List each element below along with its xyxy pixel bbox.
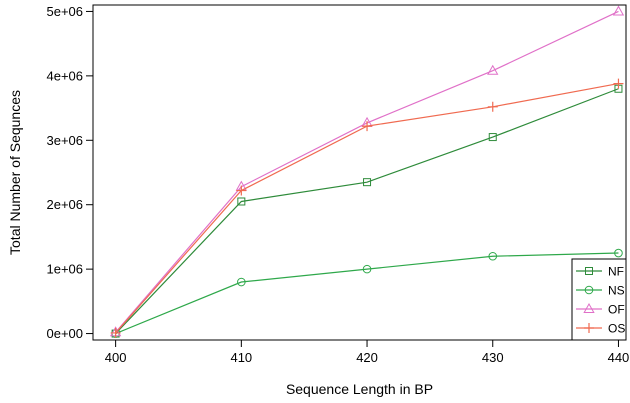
y-tick-label: 4e+06 <box>46 68 83 83</box>
series-os <box>110 78 624 338</box>
data-point-os <box>110 327 121 338</box>
data-point-of <box>612 5 625 16</box>
x-axis: 400 410 420 430 440 <box>105 340 630 365</box>
y-tick-label: 5e+06 <box>46 4 83 19</box>
series-line-ns <box>115 252 619 335</box>
legend-marker-nf <box>585 267 593 275</box>
y-tick-label: 3e+06 <box>46 133 83 148</box>
x-tick-label: 420 <box>356 350 378 365</box>
legend-label-os: OS <box>608 322 625 336</box>
data-point-os <box>487 101 498 112</box>
data-point-nf <box>237 197 246 206</box>
data-point-of <box>487 64 499 75</box>
legend-marker-of <box>583 302 595 313</box>
legend-label-of: OF <box>608 303 625 317</box>
legend-marker-ns <box>584 285 594 295</box>
y-tick-label: 1e+06 <box>46 262 83 277</box>
series-line-of <box>115 10 619 333</box>
data-point-os <box>613 78 624 89</box>
data-point-os <box>362 121 373 132</box>
data-point-ns <box>614 248 623 258</box>
series-ns <box>111 248 623 338</box>
data-point-nf <box>363 178 372 187</box>
legend-box <box>571 258 627 341</box>
legend-label-ns: NS <box>608 284 625 298</box>
x-tick-label: 400 <box>105 350 127 365</box>
x-axis-title: Sequence Length in BP <box>286 381 433 397</box>
series-line-nf <box>115 88 619 334</box>
series-layer <box>109 5 625 338</box>
legend-marker-os <box>584 323 594 333</box>
x-tick-label: 440 <box>608 350 630 365</box>
y-tick-label: 2e+06 <box>46 197 83 212</box>
data-point-ns <box>362 264 372 274</box>
data-point-ns <box>237 277 246 287</box>
x-tick-label: 430 <box>482 350 504 365</box>
data-point-ns <box>488 251 498 261</box>
plot-frame <box>92 4 627 341</box>
y-axis-title: Total Number of Sequnces <box>7 90 23 255</box>
legend-label-nf: NF <box>608 265 624 279</box>
data-point-nf <box>488 133 497 142</box>
y-axis: 0e+00 1e+06 2e+06 3e+06 4e+06 5e+06 <box>46 4 93 341</box>
x-tick-label: 410 <box>230 350 252 365</box>
series-of <box>109 5 625 337</box>
y-tick-label: 0e+00 <box>46 326 83 341</box>
series-line-os <box>115 83 619 334</box>
data-point-os <box>236 185 247 196</box>
legend: NF NS OF OS <box>571 258 627 341</box>
